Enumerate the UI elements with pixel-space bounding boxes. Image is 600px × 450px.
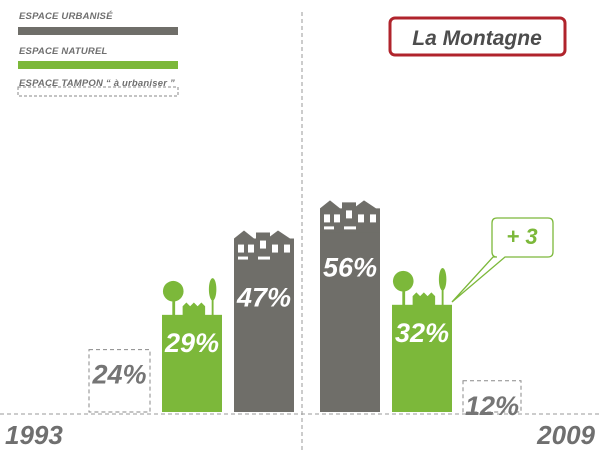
bar-naturel-2009: 32% [392,268,452,412]
bar-urbanise-2009: 56% [320,200,380,412]
bar-rect [320,224,380,412]
data-label: 12% [465,391,519,421]
year-label-2009: 2009 [536,420,595,450]
trees-icon [162,278,217,316]
data-label: 56% [323,252,377,282]
bar-tampon-2009: 12% [462,380,522,421]
legend-item-tampon: ESPACE TAMPON “ à urbaniser ” [17,78,179,97]
annotation-text: + 3 [506,224,537,249]
annotation-callout: + 3 [451,217,554,303]
title-box [388,16,567,57]
legend-swatch-tampon [17,86,179,97]
bar-rect [234,254,294,412]
bar-urbanise-1993: 47% [234,230,294,412]
legend-swatch-urbanise [18,27,178,35]
legend-swatch-naturel [18,61,178,69]
data-label: 32% [395,318,449,348]
house-icon [320,200,380,233]
house-icon [234,230,294,263]
trees-icon [392,268,447,306]
annotation-box [451,217,554,303]
bar-rect [462,380,522,413]
legend-item-naturel: ESPACE NATUREL [18,46,178,69]
data-label: 47% [236,283,291,313]
legend-label-urbanise: ESPACE URBANISÉ [19,11,113,22]
bar-rect [88,349,151,413]
bar-tampon-1993: 24% [88,349,151,413]
data-label: 29% [164,328,219,358]
legend-label-naturel: ESPACE NATUREL [19,46,107,57]
title-text: La Montagne [412,27,542,50]
data-label: 24% [91,360,146,390]
axes-group [0,12,600,450]
legend-item-urbanise: ESPACE URBANISÉ [18,11,178,35]
bar-rect [392,304,452,412]
year-label-1993: 1993 [5,420,63,450]
legend: ESPACE URBANISÉ ESPACE NATUREL ESPACE TA… [17,11,179,97]
bars-group: 24% 29% 47% 12% 32% 56% [88,200,522,421]
legend-label-tampon: ESPACE TAMPON “ à urbaniser ” [19,78,175,89]
bar-naturel-1993: 29% [162,278,222,412]
chart-title: La Montagne [388,16,567,57]
bar-rect [162,314,222,412]
